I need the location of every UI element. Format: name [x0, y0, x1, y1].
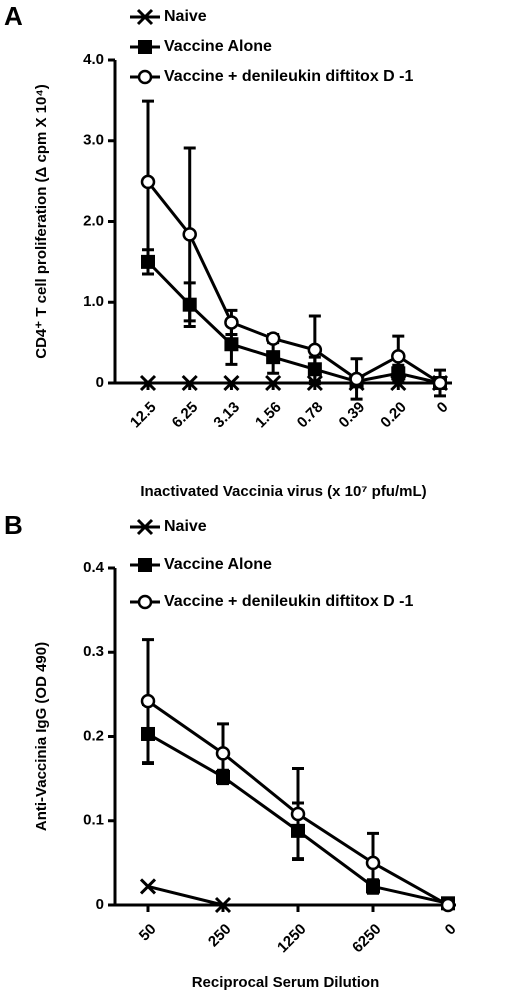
y-tick-label: 0.4	[83, 559, 105, 576]
y-tick-label: 1.0	[83, 293, 104, 310]
legend-label: Naive	[164, 518, 207, 535]
series-line	[146, 180, 441, 385]
marker-circle	[224, 315, 239, 330]
marker-square	[224, 337, 239, 352]
marker-x	[223, 374, 240, 392]
x-tick-label: 1.56	[252, 399, 285, 432]
x-tick-label: 3.13	[210, 399, 243, 432]
x-tick-label: 1250	[274, 921, 310, 957]
y-tick-label: 3.0	[83, 132, 104, 149]
marker-square	[266, 350, 281, 365]
legend-label: Vaccine Alone	[164, 38, 272, 55]
x-tick-label: 12.5	[127, 399, 160, 432]
marker-circle	[140, 174, 156, 190]
marker-circle	[391, 349, 406, 364]
marker-x	[181, 374, 198, 392]
x-tick-label: 0	[434, 399, 452, 417]
marker-x	[139, 878, 157, 895]
x-tick-label: 250	[205, 921, 235, 951]
y-tick-label: 0.2	[83, 727, 104, 744]
legend-label: Naive	[164, 8, 207, 25]
x-axis-label: Reciprocal Serum Dilution	[192, 974, 380, 991]
x-axis-label: Inactivated Vaccinia virus (x 10⁷ pfu/mL…	[140, 483, 426, 500]
marker-circle	[265, 331, 281, 346]
marker-circle	[215, 746, 231, 761]
marker-circle	[432, 375, 448, 391]
x-tick-label: 0.78	[294, 399, 327, 432]
marker-circle	[182, 227, 197, 242]
marker-circle	[440, 897, 456, 913]
marker-circle	[137, 69, 153, 85]
marker-circle	[349, 371, 364, 387]
marker-square	[138, 558, 152, 572]
x-tick-label: 6.25	[169, 399, 202, 432]
y-tick-label: 0	[96, 374, 104, 391]
y-axis-label: CD4⁺ T cell proliferation (Δ cpm X 10⁴)	[33, 84, 50, 359]
marker-x	[214, 896, 232, 914]
legend-label: Vaccine + denileukin diftitox D -1	[164, 68, 414, 85]
x-tick-label: 50	[136, 921, 160, 945]
x-tick-label: 0.39	[336, 399, 369, 432]
marker-circle	[140, 693, 156, 709]
marker-circle	[365, 855, 381, 871]
y-tick-label: 0	[96, 896, 104, 913]
legend-label: Vaccine Alone	[164, 556, 272, 573]
marker-circle	[307, 342, 323, 358]
x-tick-label: 0	[442, 921, 460, 939]
marker-circle	[137, 594, 153, 610]
marker-circle	[290, 806, 306, 822]
marker-x	[136, 518, 154, 536]
y-tick-label: 4.0	[83, 51, 104, 68]
panel-label: B	[4, 510, 23, 540]
panel-label: A	[4, 1, 23, 31]
y-axis-label: Anti-Vaccinia IgG (OD 490)	[33, 642, 50, 831]
y-tick-label: 0.1	[83, 812, 104, 829]
x-tick-label: 6250	[349, 921, 385, 957]
marker-x	[139, 374, 157, 392]
marker-square	[138, 40, 152, 54]
y-tick-label: 0.3	[83, 643, 104, 660]
legend-label: Vaccine + denileukin diftitox D -1	[164, 593, 414, 610]
marker-x	[136, 8, 154, 26]
marker-x	[265, 374, 282, 392]
y-tick-label: 2.0	[83, 212, 104, 229]
x-tick-label: 0.20	[377, 399, 410, 432]
series-line	[147, 885, 224, 907]
